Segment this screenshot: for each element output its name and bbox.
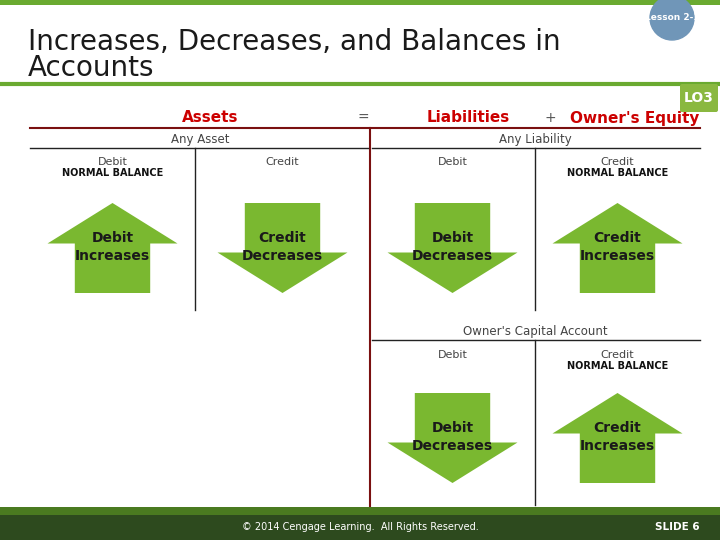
Polygon shape <box>387 203 518 293</box>
Text: Credit: Credit <box>593 421 642 435</box>
Text: Credit: Credit <box>600 350 634 360</box>
Text: Increases: Increases <box>580 439 655 453</box>
Text: Credit: Credit <box>600 157 634 167</box>
Bar <box>0 0 720 5</box>
Polygon shape <box>552 393 683 483</box>
Text: Credit: Credit <box>266 157 300 167</box>
Text: Debit: Debit <box>98 157 127 167</box>
Text: Debit: Debit <box>438 157 467 167</box>
Text: Decreases: Decreases <box>242 249 323 263</box>
Text: Any Liability: Any Liability <box>499 133 572 146</box>
Bar <box>0 515 720 540</box>
Polygon shape <box>387 393 518 483</box>
Text: Any Asset: Any Asset <box>171 133 229 146</box>
Bar <box>0 507 720 515</box>
Text: NORMAL BALANCE: NORMAL BALANCE <box>62 168 163 178</box>
Text: Decreases: Decreases <box>412 249 493 263</box>
Text: =: = <box>357 111 369 125</box>
Text: Credit: Credit <box>258 231 307 245</box>
Circle shape <box>650 0 694 40</box>
Polygon shape <box>552 203 683 293</box>
Text: Assets: Assets <box>181 111 238 125</box>
Text: +: + <box>544 111 556 125</box>
Text: LO3: LO3 <box>684 91 714 105</box>
Text: Credit: Credit <box>593 231 642 245</box>
Text: Liabilities: Liabilities <box>426 111 510 125</box>
Text: Debit: Debit <box>91 231 134 245</box>
Text: SLIDE 6: SLIDE 6 <box>655 522 700 532</box>
Text: Decreases: Decreases <box>412 439 493 453</box>
Text: NORMAL BALANCE: NORMAL BALANCE <box>567 361 668 371</box>
Text: Increases: Increases <box>75 249 150 263</box>
Text: Owner's Equity: Owner's Equity <box>570 111 700 125</box>
Text: Debit: Debit <box>431 421 474 435</box>
Text: Accounts: Accounts <box>28 54 155 82</box>
Polygon shape <box>217 203 348 293</box>
Text: Debit: Debit <box>438 350 467 360</box>
Polygon shape <box>48 203 178 293</box>
Text: Lesson 2-1: Lesson 2-1 <box>644 14 699 23</box>
Text: Increases: Increases <box>580 249 655 263</box>
Text: NORMAL BALANCE: NORMAL BALANCE <box>567 168 668 178</box>
Text: Debit: Debit <box>431 231 474 245</box>
Text: © 2014 Cengage Learning.  All Rights Reserved.: © 2014 Cengage Learning. All Rights Rese… <box>242 522 478 532</box>
FancyBboxPatch shape <box>680 84 718 112</box>
Text: Increases, Decreases, and Balances in: Increases, Decreases, and Balances in <box>28 28 561 56</box>
Text: Owner's Capital Account: Owner's Capital Account <box>463 326 607 339</box>
